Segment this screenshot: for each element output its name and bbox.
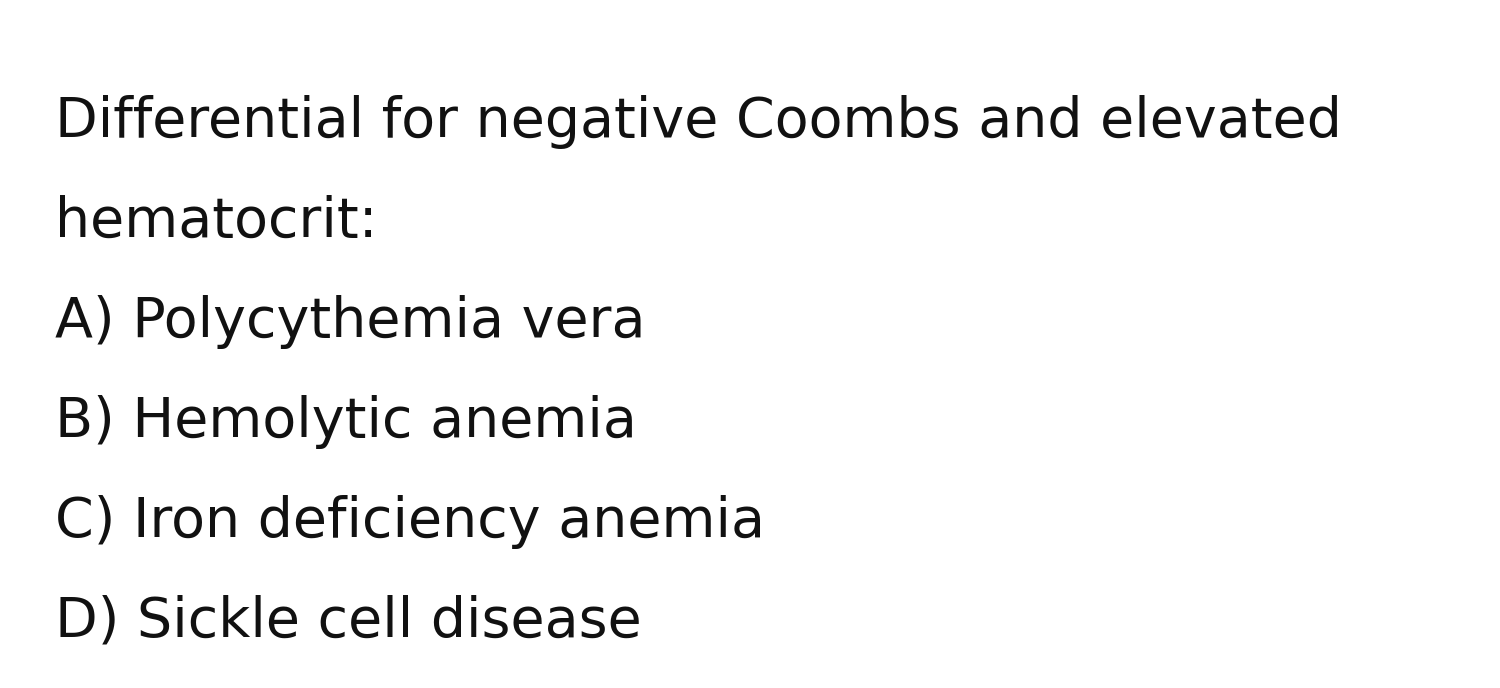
Text: D) Sickle cell disease: D) Sickle cell disease — [56, 595, 642, 649]
Text: C) Iron deficiency anemia: C) Iron deficiency anemia — [56, 495, 765, 549]
Text: hematocrit:: hematocrit: — [56, 195, 378, 249]
Text: B) Hemolytic anemia: B) Hemolytic anemia — [56, 395, 638, 449]
Text: Differential for negative Coombs and elevated: Differential for negative Coombs and ele… — [56, 95, 1342, 149]
Text: A) Polycythemia vera: A) Polycythemia vera — [56, 295, 645, 349]
